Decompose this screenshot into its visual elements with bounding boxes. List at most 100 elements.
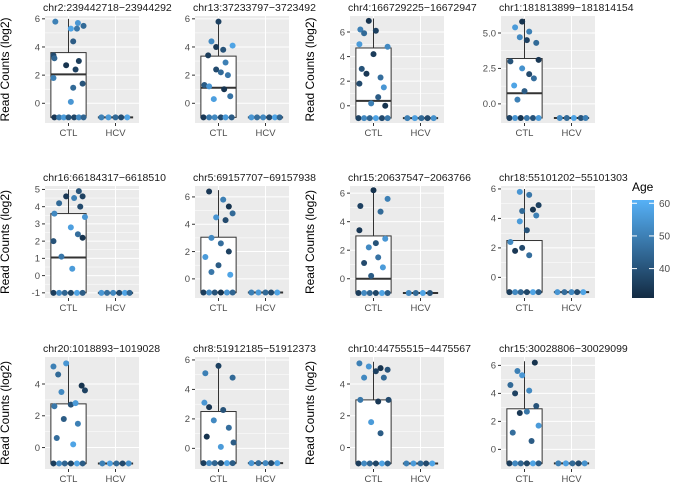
data-point	[423, 460, 430, 467]
data-point	[202, 370, 209, 377]
x-tick-label: CTL	[516, 128, 534, 139]
panel-title: chr18:55101202−55101303	[499, 172, 628, 184]
data-point	[55, 371, 62, 378]
data-point	[526, 71, 533, 78]
data-point	[81, 214, 88, 221]
data-point	[517, 115, 524, 122]
data-point	[110, 289, 117, 296]
data-point	[203, 433, 210, 440]
box-ctl	[506, 361, 543, 465]
data-point	[562, 460, 569, 467]
data-point	[70, 84, 77, 91]
data-point	[248, 114, 255, 121]
data-point	[370, 51, 377, 58]
data-point	[56, 200, 63, 207]
data-point	[357, 202, 364, 209]
panel-title: chr15:20637547−2063766	[348, 172, 471, 184]
facet-panel: -1 0 1 2 3 4 5 CTL HCV chr16:66184317−6618510 Read…	[0, 172, 166, 314]
data-point	[201, 399, 208, 406]
legend-title: Age	[632, 180, 654, 194]
data-point	[519, 208, 526, 215]
data-point	[266, 114, 273, 121]
data-point	[512, 390, 519, 397]
y-tick-label: 4	[491, 389, 496, 400]
data-point	[52, 18, 59, 25]
legend-tick-label: 60	[659, 199, 671, 210]
data-point	[507, 239, 514, 245]
data-point	[382, 235, 389, 242]
data-point	[384, 195, 391, 202]
data-point	[405, 290, 412, 297]
data-point	[356, 360, 363, 367]
y-tick-label: 2	[185, 414, 190, 425]
data-point	[125, 460, 132, 467]
data-point	[384, 290, 391, 297]
data-point	[223, 289, 230, 296]
data-point	[98, 289, 105, 296]
y-tick-label: 3	[35, 219, 40, 230]
data-point	[517, 460, 524, 467]
data-point	[521, 88, 528, 95]
data-point	[217, 114, 224, 121]
data-point	[361, 374, 368, 381]
y-tick-label: 2	[491, 243, 496, 254]
panel-title: chr13:37233797−3723492	[193, 2, 316, 14]
y-tick-label: 0	[35, 99, 40, 110]
data-point	[516, 34, 523, 41]
data-point	[80, 114, 87, 121]
y-tick-label: 2.5	[483, 64, 496, 75]
data-point	[202, 254, 209, 261]
data-point	[355, 115, 362, 122]
data-point	[262, 289, 269, 296]
y-tick-label: 5.0	[483, 28, 496, 39]
data-point	[200, 460, 207, 467]
data-point	[229, 460, 236, 467]
data-point	[410, 460, 417, 467]
data-point	[73, 25, 80, 32]
data-point	[370, 187, 377, 194]
data-point	[523, 460, 530, 467]
data-point	[511, 82, 518, 89]
data-point	[211, 460, 218, 467]
data-point	[271, 114, 278, 121]
data-point	[426, 290, 433, 297]
y-tick-label: 2	[185, 70, 190, 81]
y-axis-title: Read Counts (log2)	[0, 190, 12, 294]
data-point	[77, 203, 84, 210]
data-point	[382, 102, 389, 109]
y-tick-label: 0	[491, 273, 496, 284]
data-point	[519, 65, 526, 72]
legend-tick-label: 50	[659, 231, 671, 242]
data-point	[74, 20, 81, 27]
data-point	[384, 366, 391, 373]
y-axis-title: Read Counts (log2)	[303, 17, 317, 121]
data-point	[507, 382, 514, 388]
box-ctl	[200, 18, 237, 118]
data-point	[63, 193, 70, 200]
y-tick-label: 0.0	[483, 99, 496, 110]
facet-panels: 0 2 4 6 CTL HCV chr2:239442718−23944292 Read Co…	[0, 2, 634, 484]
y-tick-label: 6	[340, 188, 345, 199]
x-tick-label: HCV	[105, 474, 126, 484]
panel-title: chr10:44755515−4475567	[348, 343, 471, 355]
data-point	[535, 202, 542, 209]
y-tick-label: 6	[185, 192, 190, 203]
x-tick-label: CTL	[365, 474, 383, 484]
data-point	[113, 460, 120, 467]
data-point	[211, 114, 218, 121]
x-tick-label: HCV	[105, 303, 126, 314]
x-tick-label: HCV	[561, 128, 582, 139]
box-ctl	[355, 361, 392, 465]
box-body	[50, 403, 87, 464]
facet-panel: 0 2 4 6 CTL HCV chr5:69157707−69157938	[185, 172, 316, 314]
data-point	[375, 254, 382, 261]
x-tick-label: HCV	[255, 303, 276, 314]
y-tick-label: 2	[340, 76, 345, 87]
data-point	[365, 363, 372, 370]
data-point	[526, 387, 533, 394]
data-point	[200, 289, 207, 296]
data-point	[229, 210, 236, 217]
data-point	[368, 419, 375, 426]
data-point	[208, 234, 215, 241]
x-tick-label: CTL	[60, 474, 78, 484]
